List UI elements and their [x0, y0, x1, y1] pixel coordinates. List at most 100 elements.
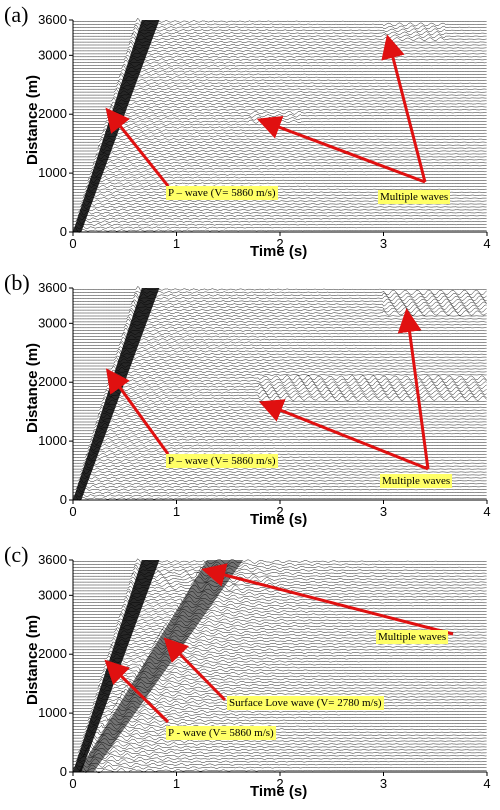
- seismic-trace: [73, 469, 487, 474]
- seismic-trace: [73, 643, 487, 650]
- seismic-trace: [73, 758, 487, 765]
- seismic-trace: [73, 747, 487, 754]
- seismic-trace: [73, 96, 487, 100]
- panel-c: 0 1 2 3 4 0 1000 2000 3000 3600 (c) Distance (m) …: [0, 540, 500, 802]
- seismic-trace: [73, 89, 487, 95]
- seismic-trace: [73, 626, 487, 632]
- seismic-trace: [73, 337, 487, 341]
- seismic-trace: [73, 741, 487, 748]
- seismic-trace: [73, 720, 487, 727]
- seismic-trace: [73, 755, 487, 763]
- panel-a: 0 1 2 3 4 0 1000 2000 3000 3600 (a) Distance (m) …: [0, 0, 500, 262]
- annotation-arrow: [104, 659, 170, 724]
- seismic-trace: [73, 608, 487, 615]
- seismic-trace: [73, 717, 487, 724]
- x-tick-label: 0: [69, 236, 76, 251]
- seismic-trace: [73, 340, 487, 345]
- annotation-surface-love-wave: Surface Love wave (V= 2780 m/s): [227, 696, 384, 710]
- seismic-trace: [73, 490, 487, 494]
- x-axis-label: Time (s): [250, 511, 308, 528]
- seismic-trace: [73, 69, 487, 73]
- seismic-trace: [73, 161, 487, 165]
- seismic-trace: [73, 184, 487, 188]
- y-tick-label: 3000: [38, 47, 67, 62]
- seismic-trace: [73, 355, 487, 359]
- x-tick-label: 0: [69, 776, 76, 791]
- x-tick-label: 3: [380, 504, 387, 519]
- annotation-arrow: [258, 399, 429, 471]
- seismic-trace: [73, 365, 487, 372]
- seismic-trace: [73, 425, 487, 430]
- seismic-trace: [73, 467, 487, 471]
- seismic-trace: [73, 437, 487, 442]
- y-tick-label: 1000: [38, 705, 67, 720]
- x-tick-label: 4: [483, 504, 490, 519]
- x-tick-label: 1: [173, 504, 180, 519]
- annotation-multiple-waves: Multiple waves: [376, 630, 449, 644]
- seismic-trace: [73, 369, 487, 374]
- seismic-trace: [72, 495, 487, 501]
- seismic-trace: [73, 760, 487, 768]
- seismic-trace: [73, 171, 487, 177]
- love-wave-band: [78, 560, 244, 772]
- seismic-trace: [73, 169, 487, 174]
- seismic-trace: [73, 342, 487, 348]
- seismic-trace: [73, 218, 487, 225]
- seismic-trace: [73, 101, 487, 106]
- annotation-multiple-waves: Multiple waves: [380, 474, 453, 488]
- seismic-trace: [73, 83, 487, 89]
- seismic-trace: [73, 723, 487, 730]
- seismic-trace: [73, 208, 487, 212]
- seismic-trace: [73, 454, 487, 460]
- seismogram-b: 0 1 2 3 4 0 1000 2000 3000 3600: [38, 280, 491, 519]
- seismic-trace: [73, 65, 487, 71]
- seismic-trace: [73, 162, 487, 169]
- seismic-trace: [72, 765, 487, 774]
- seismic-trace: [73, 217, 487, 221]
- x-tick-label: 1: [173, 236, 180, 251]
- seismic-trace: [73, 203, 487, 209]
- y-tick-label: 2000: [38, 106, 67, 121]
- seismic-trace: [73, 166, 487, 170]
- seismic-trace: [73, 749, 487, 757]
- seismic-trace: [73, 713, 487, 721]
- seismic-trace: [73, 617, 487, 624]
- seismic-trace: [73, 378, 487, 384]
- annotation-arrow: [201, 563, 454, 636]
- annotation-p-wave: P - wave (V= 5860 m/s): [166, 726, 276, 740]
- seismic-trace: [73, 346, 487, 350]
- seismic-trace: [73, 97, 487, 104]
- seismogram-c: 0 1 2 3 4 0 1000 2000 3000 3600: [38, 552, 491, 791]
- annotation-arrow: [105, 368, 170, 455]
- seismic-trace: [73, 104, 487, 109]
- seismic-trace: [73, 374, 487, 381]
- y-tick-label: 2000: [38, 646, 67, 661]
- seismic-trace: [73, 157, 487, 162]
- seismic-trace: [73, 658, 487, 665]
- seismic-trace: [73, 364, 487, 368]
- x-tick-label: 1: [173, 776, 180, 791]
- seismic-trace: [73, 87, 487, 91]
- annotation-p-wave: P – wave (V= 5860 m/s): [166, 454, 278, 468]
- x-axis-label: Time (s): [250, 243, 308, 260]
- seismic-trace: [73, 708, 487, 715]
- seismic-trace: [73, 605, 487, 612]
- seismic-trace: [73, 176, 487, 179]
- seismic-trace: [73, 457, 487, 462]
- seismic-trace: [73, 225, 487, 230]
- annotation-arrow: [163, 637, 227, 702]
- y-tick-label: 1000: [38, 165, 67, 180]
- seismic-trace: [73, 351, 487, 357]
- x-tick-label: 3: [380, 776, 387, 791]
- seismic-trace: [73, 728, 487, 736]
- annotation-multiple-waves: Multiple waves: [378, 190, 451, 204]
- seismic-trace: [73, 186, 487, 192]
- seismic-trace: [73, 734, 487, 742]
- seismic-trace: [73, 372, 487, 377]
- y-tick-label: 3600: [38, 280, 67, 295]
- seismic-trace: [73, 139, 487, 145]
- seismic-trace: [73, 439, 487, 445]
- y-tick-label: 0: [60, 224, 67, 239]
- seismic-trace: [73, 222, 487, 226]
- seismic-trace: [73, 613, 487, 621]
